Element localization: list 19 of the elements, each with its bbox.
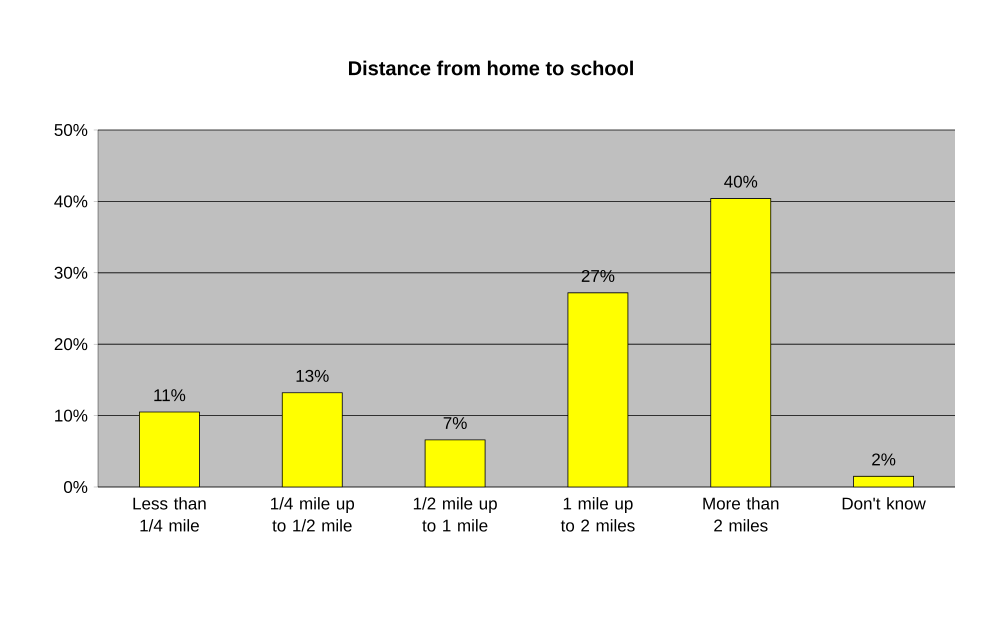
data-label: 7% — [444, 417, 467, 430]
x-tick-label: Less than 1/4 mile — [133, 497, 206, 532]
x-tick-label: 1 mile up to 2 miles — [560, 497, 635, 532]
y-tick-label: 20% — [54, 338, 88, 350]
y-tick-label: 50% — [54, 124, 88, 136]
y-tick-label: 10% — [55, 410, 88, 422]
y-tick-label: 30% — [54, 266, 88, 279]
y-tick-label: 40% — [54, 195, 88, 208]
data-label: 40% — [724, 176, 758, 188]
data-label: 13% — [296, 370, 329, 382]
data-label: 2% — [872, 453, 896, 466]
x-tick-label: 1/4 mile up to 1/2 mile — [271, 497, 354, 532]
x-tick-label: More than 2 miles — [703, 497, 778, 532]
chart-title: Distance from home to school — [348, 60, 633, 76]
data-label: 27% — [582, 270, 614, 282]
x-tick-label: Don't know — [842, 497, 926, 510]
data-label: 11% — [154, 389, 186, 402]
x-tick-label: 1/2 mile up to 1 mile — [414, 497, 497, 532]
y-tick-label: 0% — [64, 480, 88, 494]
